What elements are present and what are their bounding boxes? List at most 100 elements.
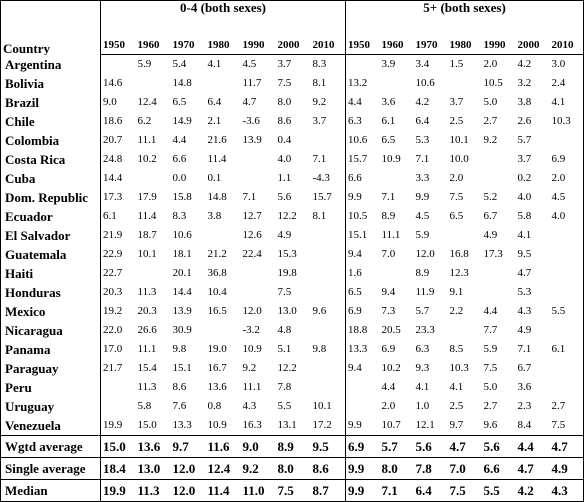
table-cell: 21.9 — [103, 229, 123, 241]
table-cell: 3.8 — [207, 210, 222, 222]
table-cell: 14.9 — [172, 115, 192, 127]
table-cell: 14.4 — [172, 286, 192, 298]
year-header-0-4: 1960 — [135, 37, 171, 55]
table-cell — [241, 283, 276, 302]
table-cell: 8.5 — [449, 343, 464, 355]
table-cell: 4.0 — [549, 207, 584, 226]
table-cell: 20.5 — [381, 324, 401, 336]
table-cell: 6.7 — [517, 362, 532, 374]
table-cell: 7.5 — [277, 286, 292, 298]
table-cell: 17.2 — [310, 416, 347, 436]
table-cell: 15.0 — [100, 435, 136, 458]
table-cell: 12.6 — [242, 229, 262, 241]
table-cell: 10.3 — [449, 362, 469, 374]
table-cell — [206, 74, 241, 93]
summary-row: Wgtd average 15.0 13.6 9.7 11.6 9.0 8.9 9.5 6.9 5… — [0, 435, 584, 458]
table-cell: 4.5 — [549, 188, 584, 207]
table-row: Argentina 5.9 5.4 4.1 4.5 3.7 8.3 3.9 3.4 1.5 2.0 4… — [0, 54, 584, 75]
table-cell: 4.1 — [517, 229, 532, 241]
table-cell: 7.0 — [447, 457, 482, 480]
table-cell: 1.6 — [348, 267, 362, 279]
table-cell: 6.2 — [137, 115, 152, 127]
table-cell — [380, 74, 414, 93]
table-cell: 12.2 — [277, 210, 297, 222]
table-cell: 2.5 — [449, 400, 464, 412]
table-cell: 9.2 — [310, 93, 347, 112]
country-name: Costa Rica — [0, 150, 101, 169]
table-cell: 8.9 — [381, 210, 396, 222]
table-cell: 3.7 — [310, 112, 347, 131]
table-cell — [136, 169, 171, 188]
table-cell: 10.7 — [381, 419, 401, 431]
table-cell: 20.1 — [172, 267, 192, 279]
table-cell: 21.7 — [103, 362, 123, 374]
table-cell: 7.0 — [381, 248, 396, 260]
table-cell: 22.4 — [242, 248, 262, 260]
table-cell: 7.5 — [277, 77, 292, 89]
table-cell: 12.0 — [415, 248, 435, 260]
table-cell: 12.0 — [170, 457, 206, 480]
table-cell: 8.4 — [517, 419, 532, 431]
country-name: Dom. Republic — [0, 188, 101, 207]
table-cell: 17.3 — [103, 191, 123, 203]
table-cell: 21.6 — [207, 134, 227, 146]
table-cell: 8.0 — [275, 457, 311, 480]
table-row: Venezuela 19.9 15.0 13.3 10.9 16.3 13.1 17.2 9.9… — [0, 416, 584, 436]
table-cell: 12.0 — [242, 305, 262, 317]
year-header-5-plus: 1980 — [447, 37, 482, 55]
table-cell: 10.9 — [242, 343, 262, 355]
table-cell: 10.6 — [348, 134, 368, 146]
table-cell — [482, 150, 516, 169]
table-cell: 9.2 — [240, 457, 276, 480]
table-cell: 13.6 — [207, 381, 227, 393]
table-cell: -4.3 — [310, 169, 347, 188]
table-cell: 12.1 — [415, 419, 435, 431]
table-cell: 7.1 — [379, 479, 414, 502]
table-cell: 4.4 — [348, 96, 362, 108]
table-cell — [310, 378, 347, 397]
table-cell: 8.3 — [310, 54, 347, 74]
table-cell — [380, 169, 414, 188]
table-cell: 9.9 — [345, 457, 380, 480]
table-cell: 3.6 — [381, 96, 396, 108]
table-cell: 7.7 — [483, 324, 498, 336]
table-cell: 11.3 — [137, 286, 157, 298]
country-name: Uruguay — [0, 397, 101, 416]
table-cell — [549, 226, 584, 245]
table-cell: 5.7 — [517, 134, 532, 146]
table-cell: 5.6 — [277, 191, 292, 203]
table-cell: 5.5 — [549, 302, 584, 321]
country-name: Guatemala — [0, 245, 101, 264]
table-cell: 15.4 — [137, 362, 157, 374]
table-cell: 4.9 — [277, 229, 292, 241]
table-cell: 8.7 — [310, 479, 347, 502]
table-cell: 3.7 — [517, 153, 532, 165]
table-cell: 9.4 — [348, 362, 362, 374]
table-cell: 0.4 — [277, 134, 292, 146]
table-cell: 2.0 — [381, 400, 396, 412]
table-cell: 4.3 — [517, 305, 532, 317]
table-cell — [241, 264, 276, 283]
country-name: Paraguay — [0, 359, 101, 378]
table-cell: 5.6 — [481, 435, 516, 458]
table-cell: 22.7 — [103, 267, 123, 279]
table-cell: 3.3 — [415, 172, 430, 184]
table-cell: 8.1 — [310, 207, 347, 226]
table-cell: 10.6 — [172, 229, 192, 241]
table-cell: 11.7 — [242, 77, 262, 89]
table-cell: 4.4 — [172, 134, 187, 146]
country-name: Brazil — [0, 93, 101, 112]
table-cell — [346, 55, 380, 75]
table-cell: 4.1 — [415, 381, 430, 393]
group-header-0-4: 0-4 (both sexes) — [100, 0, 347, 37]
table-cell: 10.6 — [415, 77, 435, 89]
table-cell: 8.6 — [310, 457, 347, 480]
table-cell: 9.7 — [449, 419, 464, 431]
summary-label: Single average — [0, 457, 101, 480]
table-cell: 8.0 — [277, 96, 292, 108]
country-name: Chile — [0, 112, 101, 131]
table-cell: 10.9 — [207, 419, 227, 431]
table-cell: 2.5 — [449, 115, 464, 127]
table-cell: 3.0 — [549, 54, 584, 74]
